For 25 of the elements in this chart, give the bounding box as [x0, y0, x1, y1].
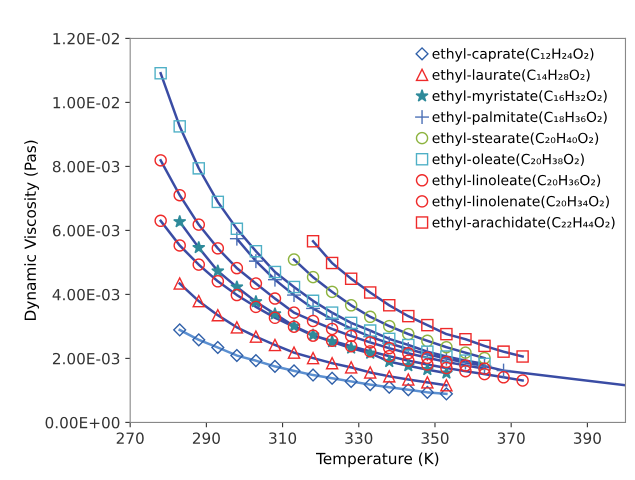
- y-tick-label: 4.00E-03: [52, 288, 120, 300]
- legend-label: ethyl-laurate(C₁₄H₂₈O₂): [432, 69, 590, 83]
- y-tick-label: 6.00E-03: [52, 224, 120, 236]
- x-tick-label: 390: [574, 432, 601, 444]
- y-tick-label: 1.00E-02: [54, 96, 119, 108]
- legend-label: ethyl-linolenate(C₂₀H₃₄O₂): [432, 196, 609, 210]
- x-tick-label: 350: [422, 432, 449, 444]
- y-tick-label: 1.20E-02: [54, 32, 119, 44]
- y-axis-title: Dynamic Viscosity (Pas): [24, 140, 39, 320]
- legend-label: ethyl-linoleate(C₂₀H₃₆O₂): [432, 174, 600, 188]
- x-axis-title: Temperature (K): [316, 452, 438, 468]
- x-tick-label: 270: [116, 432, 144, 444]
- x-tick-label: 310: [269, 432, 296, 444]
- x-tick-label: 290: [192, 432, 220, 444]
- legend-label: ethyl-stearate(C₂₀H₄₀O₂): [432, 132, 598, 146]
- y-tick-label: 0.00E+00: [46, 416, 120, 428]
- y-tick-label: 2.00E-03: [52, 352, 120, 364]
- legend-label: ethyl-myristate(C₁₆H₃₂O₂): [432, 90, 607, 104]
- x-tick-label: 330: [345, 432, 372, 444]
- legend-label: ethyl-caprate(C₁₂H₂₄O₂): [432, 48, 594, 62]
- legend-label: ethyl-palmitate(C₁₈H₃₆O₂): [432, 111, 607, 125]
- legend-label: ethyl-oleate(C₂₀H₃₈O₂): [432, 154, 584, 167]
- y-tick-label: 8.00E-03: [52, 160, 120, 172]
- x-tick-label: 370: [498, 432, 525, 444]
- legend-label: ethyl-arachidate(C₂₂H₄₄O₂): [432, 216, 615, 230]
